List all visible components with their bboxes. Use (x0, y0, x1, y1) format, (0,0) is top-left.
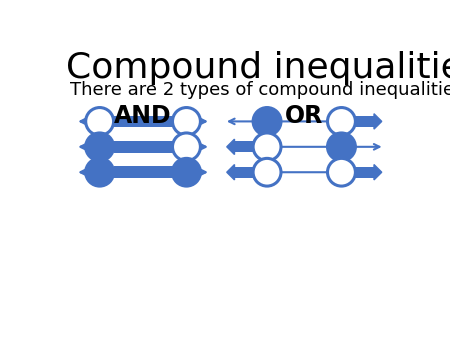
Text: AND: AND (114, 104, 172, 128)
Polygon shape (374, 139, 382, 154)
Text: Compound inequalities: Compound inequalities (66, 51, 450, 84)
Circle shape (86, 133, 113, 161)
Polygon shape (227, 139, 234, 154)
Circle shape (328, 159, 356, 186)
Circle shape (172, 107, 200, 135)
Bar (113, 116, 172, 127)
Bar (352, 141, 374, 152)
Polygon shape (227, 165, 234, 180)
Text: There are 2 types of compound inequalities: There are 2 types of compound inequaliti… (70, 81, 450, 99)
Bar (113, 141, 172, 152)
Circle shape (172, 133, 200, 161)
Circle shape (328, 107, 356, 135)
Circle shape (86, 107, 113, 135)
Bar (234, 167, 256, 178)
Circle shape (253, 133, 281, 161)
Text: OR: OR (285, 104, 324, 128)
Bar (352, 116, 374, 127)
Circle shape (253, 107, 281, 135)
Circle shape (253, 159, 281, 186)
Circle shape (86, 159, 113, 186)
Polygon shape (374, 165, 382, 180)
Polygon shape (227, 114, 234, 129)
Bar (352, 167, 374, 178)
Bar (234, 141, 256, 152)
Circle shape (172, 159, 200, 186)
Circle shape (328, 133, 356, 161)
Polygon shape (374, 114, 382, 129)
Bar (234, 116, 256, 127)
Bar (113, 166, 172, 178)
